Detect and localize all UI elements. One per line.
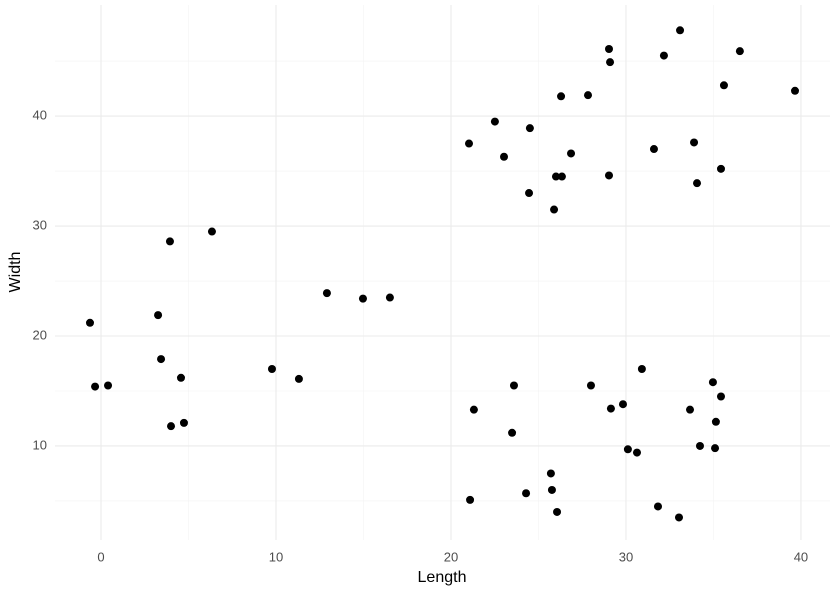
point [490,117,499,126]
point [676,26,685,35]
point [508,428,517,437]
point [674,513,683,522]
point [165,237,174,246]
point [509,381,518,390]
point [711,417,720,426]
point [525,189,534,198]
point [154,311,163,320]
point [294,374,303,383]
point [716,164,725,173]
point [546,469,555,478]
x-tick-label: 10 [269,549,283,564]
point [686,405,695,414]
y-tick-label: 30 [33,217,47,232]
point [606,404,615,413]
point [649,145,658,154]
point [466,495,475,504]
point [623,445,632,454]
point [557,172,566,181]
y-tick-label: 10 [33,437,47,452]
point [469,405,478,414]
point [693,179,702,188]
x-tick-label: 0 [97,549,104,564]
point [711,444,720,453]
point [179,418,188,427]
point [104,381,113,390]
point [176,373,185,382]
x-tick-label: 20 [444,549,458,564]
point [85,318,94,327]
point [385,293,394,302]
point [267,364,276,373]
point [695,441,704,450]
point [604,171,613,180]
point [522,489,531,498]
point [551,172,560,181]
y-axis-title: Width [7,252,24,293]
point [653,502,662,511]
point [735,47,744,56]
point [604,44,613,53]
point [586,381,595,390]
point [606,58,615,67]
point [618,400,627,409]
point [583,91,592,100]
point [567,149,576,158]
point [167,422,176,431]
point [91,382,100,391]
point [708,378,717,387]
point [550,205,559,214]
point [637,364,646,373]
point [358,294,367,303]
point [547,485,556,494]
point [157,355,166,364]
point [716,392,725,401]
point [690,138,699,147]
point [553,507,562,516]
point [557,92,566,101]
point [465,139,474,148]
point [322,289,331,298]
x-tick-label: 40 [794,549,808,564]
point [500,152,509,161]
y-tick-label: 20 [33,327,47,342]
point [659,51,668,60]
point [719,81,728,90]
point [632,448,641,457]
x-axis-title: Length [418,569,467,586]
point [525,124,534,133]
x-tick-label: 30 [619,549,633,564]
point [791,86,800,95]
point [207,227,216,236]
y-tick-label: 40 [33,108,47,123]
